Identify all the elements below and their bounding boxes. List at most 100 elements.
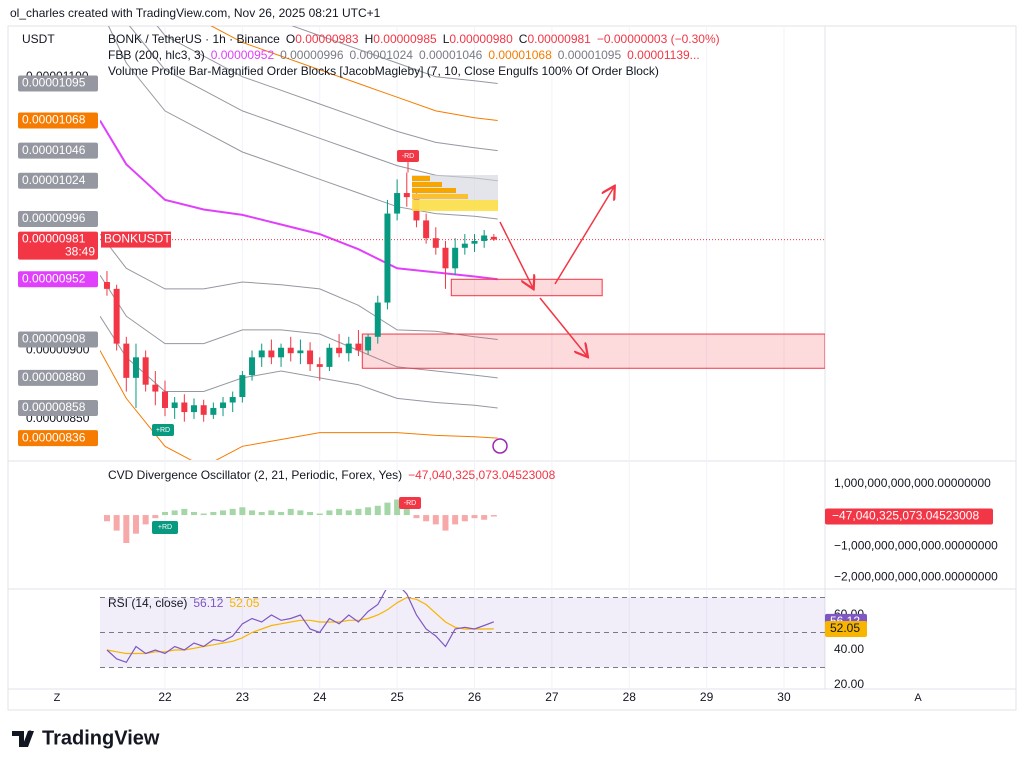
candle-body: [181, 402, 188, 413]
candle-body: [442, 247, 449, 269]
legend-title: BONK / TetherUS · 1h · Binance: [108, 32, 280, 46]
x-tick-label: 25: [390, 690, 404, 704]
price-label-box: [18, 430, 98, 447]
candle-body: [268, 350, 275, 358]
band-line: [128, 26, 498, 182]
price-label-box: [18, 331, 98, 348]
cvd-bar: [103, 515, 110, 522]
cvd-bar: [374, 505, 381, 516]
x-tick-label: 23: [236, 690, 250, 704]
candle-body: [210, 407, 217, 415]
cvd-bar: [413, 515, 420, 519]
candle-body: [394, 193, 401, 214]
candle-body: [142, 357, 149, 385]
candle-body: [171, 402, 178, 408]
price-label-box: [18, 399, 98, 416]
candle-body: [365, 336, 372, 351]
cvd-bar: [229, 508, 236, 516]
candle-body: [307, 350, 314, 365]
y-tick-label: 40.00: [834, 642, 864, 656]
cvd-bar: [423, 515, 430, 522]
candle-body: [200, 405, 207, 415]
price-label: 0.00000836: [22, 430, 86, 444]
price-label-box: [18, 142, 98, 159]
currency-label: USDT: [22, 32, 55, 46]
ohlc-key: C: [519, 32, 528, 46]
rsi-line: [106, 590, 495, 664]
cvd-bar: [336, 508, 343, 516]
cvd-legend: CVD Divergence Oscillator (2, 21, Period…: [108, 468, 556, 482]
order-block: [361, 333, 825, 369]
price-label-box: [18, 369, 98, 386]
candle-body: [220, 402, 227, 408]
marker-box: [152, 424, 174, 436]
price-label-box: [18, 112, 98, 129]
cvd-bar: [287, 508, 294, 516]
cvd-bar: [461, 515, 468, 522]
cvd-bar: [268, 510, 275, 516]
candle-body: [326, 347, 333, 367]
cvd-bar: [278, 511, 285, 516]
symbol-label: BONKUSDT: [104, 232, 171, 246]
cvd-bar: [326, 510, 333, 516]
x-tick-label: 29: [700, 690, 714, 704]
price-label-box: [18, 211, 98, 228]
band-line: [100, 274, 498, 379]
candle-body: [345, 343, 352, 354]
logo-dot: [27, 730, 33, 736]
band-line: [100, 315, 498, 409]
price-label: 0.00001068: [22, 113, 86, 127]
cvd-bar: [432, 515, 439, 525]
band-line: [291, 26, 498, 84]
cvd-bar: [220, 510, 227, 516]
rsi-pane: [100, 590, 825, 669]
control-button[interactable]: A: [914, 692, 922, 704]
price-label-box: [18, 75, 98, 92]
marker-label: +RD: [156, 427, 170, 434]
y-tick-label: 1,000,000,000,000.00000000: [834, 476, 991, 490]
change: −0.00000003 (−0.30%): [597, 32, 720, 46]
cvd-bar: [384, 502, 391, 516]
cvd-bar: [471, 515, 478, 519]
band-line: [156, 26, 498, 152]
price-label: 0.00000858: [22, 400, 86, 414]
cvd-bar: [181, 508, 188, 516]
control-button[interactable]: Z: [54, 692, 61, 704]
event-icon[interactable]: [492, 438, 508, 454]
fbb-value: 0.00001095: [558, 48, 622, 62]
y-tick-label: −2,000,000,000,000.00000000: [834, 569, 998, 583]
vp-legend: Volume Profile Bar-Magnified Order Block…: [108, 64, 659, 78]
band-line: [107, 26, 498, 220]
band-line: [100, 350, 498, 460]
profile-bar: [412, 182, 442, 187]
cvd-bar: [210, 511, 217, 516]
fbb-value: 0.00000952: [211, 48, 275, 62]
ohlc-value: 0.00000980: [449, 32, 513, 46]
profile-bar: [412, 200, 498, 211]
ohlc-key: H: [365, 32, 374, 46]
cvd-bar: [239, 507, 246, 516]
candle-body: [249, 357, 256, 376]
candle-body: [113, 288, 120, 344]
cvd-bar: [345, 510, 352, 516]
x-tick-label: 28: [623, 690, 637, 704]
price-label: 0.00001095: [22, 76, 86, 90]
fbb-title: FBB (200, hlc3, 3): [108, 48, 205, 62]
marker-label: -RD: [404, 500, 416, 507]
candle-body: [258, 350, 265, 358]
candle-body: [297, 350, 304, 354]
price-label: 0.00001046: [22, 143, 86, 157]
price-label: 0.00000880: [22, 370, 86, 384]
cvd-value: −47,040,325,073.04523008: [408, 468, 555, 482]
arrow: [499, 221, 533, 288]
arrow: [539, 297, 587, 356]
candle-body: [336, 347, 343, 354]
marker-label: +RD: [158, 524, 172, 531]
cvd-bar: [394, 499, 401, 516]
cvd-bar: [152, 515, 159, 519]
candle-body: [403, 193, 410, 198]
price-label: 0.00000908: [22, 332, 86, 346]
fbb-legend: FBB (200, hlc3, 3) 0.00000952 0.00000996 0.…: [108, 48, 700, 62]
candle-body: [471, 240, 478, 244]
cvd-bar: [171, 510, 178, 516]
